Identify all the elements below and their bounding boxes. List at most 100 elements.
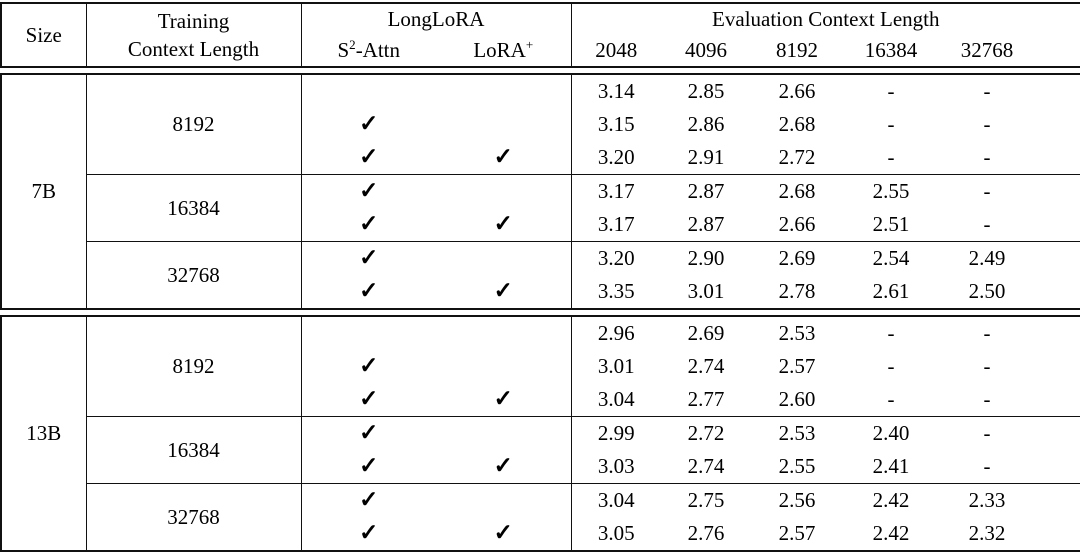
perplexity-value-cell: 3.04: [570, 383, 661, 417]
filler-cell: [1035, 108, 1080, 141]
lora-plus-check-cell: ✓: [493, 278, 513, 304]
training-context-length-cell: 8192: [85, 74, 301, 175]
perplexity-value-cell: 2.53: [751, 416, 843, 450]
lora-plus-base: LoRA: [473, 38, 526, 63]
result-row: ✓ ✓ 3.35 3.01 2.78 2.61 2.50: [1, 275, 1080, 309]
s2-attn-superscript: 2: [349, 37, 356, 53]
perplexity-value-cell: 2.74: [687, 454, 725, 479]
lora-plus-check-cell: [436, 241, 571, 275]
perplexity-value-cell: -: [887, 354, 895, 379]
lora-plus-superscript: +: [525, 37, 534, 53]
perplexity-value-cell: 2.76: [687, 521, 725, 546]
filler-cell: [1035, 174, 1080, 208]
result-row: ✓ 3.15 2.86 2.68 - -: [1, 108, 1080, 141]
result-row: 32768 ✓ 3.20 2.90 2.69 2.54 2.49: [1, 241, 1080, 309]
s2-attn-check-cell: ✓: [300, 141, 436, 175]
result-row: 13B 8192 2.96 2.69 2.53 - -: [1, 316, 1080, 445]
lora-plus-check-cell: [436, 174, 571, 208]
perplexity-value-cell: 2.96: [570, 316, 661, 350]
filler-cell: [1035, 275, 1080, 309]
lora-plus-check-cell: [436, 74, 571, 108]
size-cell: 13B: [26, 421, 62, 446]
perplexity-value-cell: 2.66: [778, 79, 816, 104]
filler-cell: [1035, 241, 1080, 275]
perplexity-value-cell: 3.17: [570, 174, 661, 208]
perplexity-value-cell: 2.87: [661, 174, 751, 208]
perplexity-value-cell: 3.35: [570, 275, 661, 309]
header-filler: [1035, 35, 1080, 67]
perplexity-value-cell: 3.04: [570, 483, 661, 517]
perplexity-value-cell: 3.20: [570, 141, 661, 175]
training-context-length-cell: 16384: [85, 416, 301, 484]
perplexity-value-cell: 2.91: [687, 145, 725, 170]
perplexity-value-cell: 3.15: [570, 108, 661, 141]
header-eval-8192: 8192: [776, 38, 819, 63]
header-evaluation-context-length: Evaluation Context Length: [570, 3, 1080, 35]
filler-cell: [1035, 208, 1080, 242]
lora-plus-check-cell: [436, 483, 571, 517]
perplexity-value-cell: 3.14: [570, 74, 661, 108]
perplexity-value-cell: 2.60: [778, 387, 816, 412]
lora-plus-check-cell: ✓: [493, 386, 513, 412]
s2-attn-check-cell: ✓: [300, 241, 436, 275]
perplexity-value-cell: 2.86: [687, 112, 725, 137]
perplexity-value-cell: 2.85: [687, 79, 725, 104]
perplexity-value-cell: 2.42: [872, 521, 910, 546]
perplexity-value-cell: 2.32: [968, 521, 1006, 546]
header-size: Size: [25, 22, 62, 47]
lora-plus-check-cell: [436, 316, 571, 350]
perplexity-value-cell: 2.87: [687, 212, 725, 237]
result-row: 16384 ✓ 2.99 2.72 2.53 2.40-: [1, 416, 1080, 484]
s2-attn-check-cell: ✓: [300, 208, 436, 242]
perplexity-value-cell: 2.72: [661, 416, 751, 450]
perplexity-value-cell: 2.75: [661, 483, 751, 517]
s2-attn-check-cell: ✓: [300, 174, 436, 208]
result-row: ✓ ✓ 3.20 2.91 2.72 - -: [1, 141, 1080, 175]
filler-cell: [1035, 316, 1080, 350]
s2-attn-check-cell: ✓: [300, 350, 436, 383]
perplexity-value-cell: -: [887, 79, 895, 104]
perplexity-value-cell: -: [983, 387, 991, 412]
perplexity-value-cell: 3.01: [570, 350, 661, 383]
header-longlora-group: LongLoRA: [300, 3, 572, 35]
filler-cell: [1035, 350, 1080, 383]
perplexity-value-cell: 3.05: [570, 517, 661, 551]
perplexity-value-cell: 2.40: [843, 416, 939, 450]
perplexity-value-cell: 3.01: [687, 279, 725, 304]
perplexity-value-cell: -: [983, 79, 991, 104]
perplexity-value-cell: 2.50: [968, 279, 1006, 304]
s2-attn-check-cell: ✓: [300, 383, 436, 417]
lora-plus-check-cell: ✓: [493, 520, 513, 546]
s2-attn-check-cell: ✓: [300, 108, 436, 141]
training-context-length-cell: 32768: [85, 483, 301, 551]
header-eval-4096: 4096: [685, 38, 728, 63]
perplexity-value-cell: 2.66: [778, 212, 816, 237]
s2-attn-check-cell: ✓: [300, 275, 436, 309]
perplexity-value-cell: 2.69: [751, 241, 843, 275]
header-eval-2048: 2048: [570, 35, 662, 67]
s2-attn-rest: -Attn: [355, 38, 401, 63]
s2-attn-check-cell: [300, 74, 436, 108]
perplexity-value-cell: 2.54: [843, 241, 939, 275]
lora-plus-check-cell: ✓: [493, 453, 513, 479]
perplexity-value-cell: 2.77: [687, 387, 725, 412]
lora-plus-check-cell: [436, 416, 571, 450]
lora-plus-check-cell: [436, 350, 571, 383]
perplexity-value-cell: 2.68: [751, 174, 843, 208]
perplexity-value-cell: -: [939, 174, 1035, 208]
header-lora-plus: LoRA+: [436, 35, 571, 67]
perplexity-value-cell: 2.55: [778, 454, 816, 479]
perplexity-value-cell: 2.68: [778, 112, 816, 137]
training-context-length-cell: 32768: [85, 241, 301, 309]
filler-cell: [1035, 416, 1080, 450]
perplexity-value-cell: -: [983, 112, 991, 137]
perplexity-value-cell: -: [887, 387, 895, 412]
training-context-length-cell: 16384: [85, 174, 301, 242]
header-row-1: Size Training Context Length LongLoRA Ev…: [1, 3, 1080, 67]
perplexity-value-cell: 2.55: [843, 174, 939, 208]
filler-cell: [1035, 450, 1080, 484]
filler-cell: [1035, 483, 1080, 517]
lora-plus-check-cell: ✓: [493, 144, 513, 170]
perplexity-value-cell: -: [887, 112, 895, 137]
